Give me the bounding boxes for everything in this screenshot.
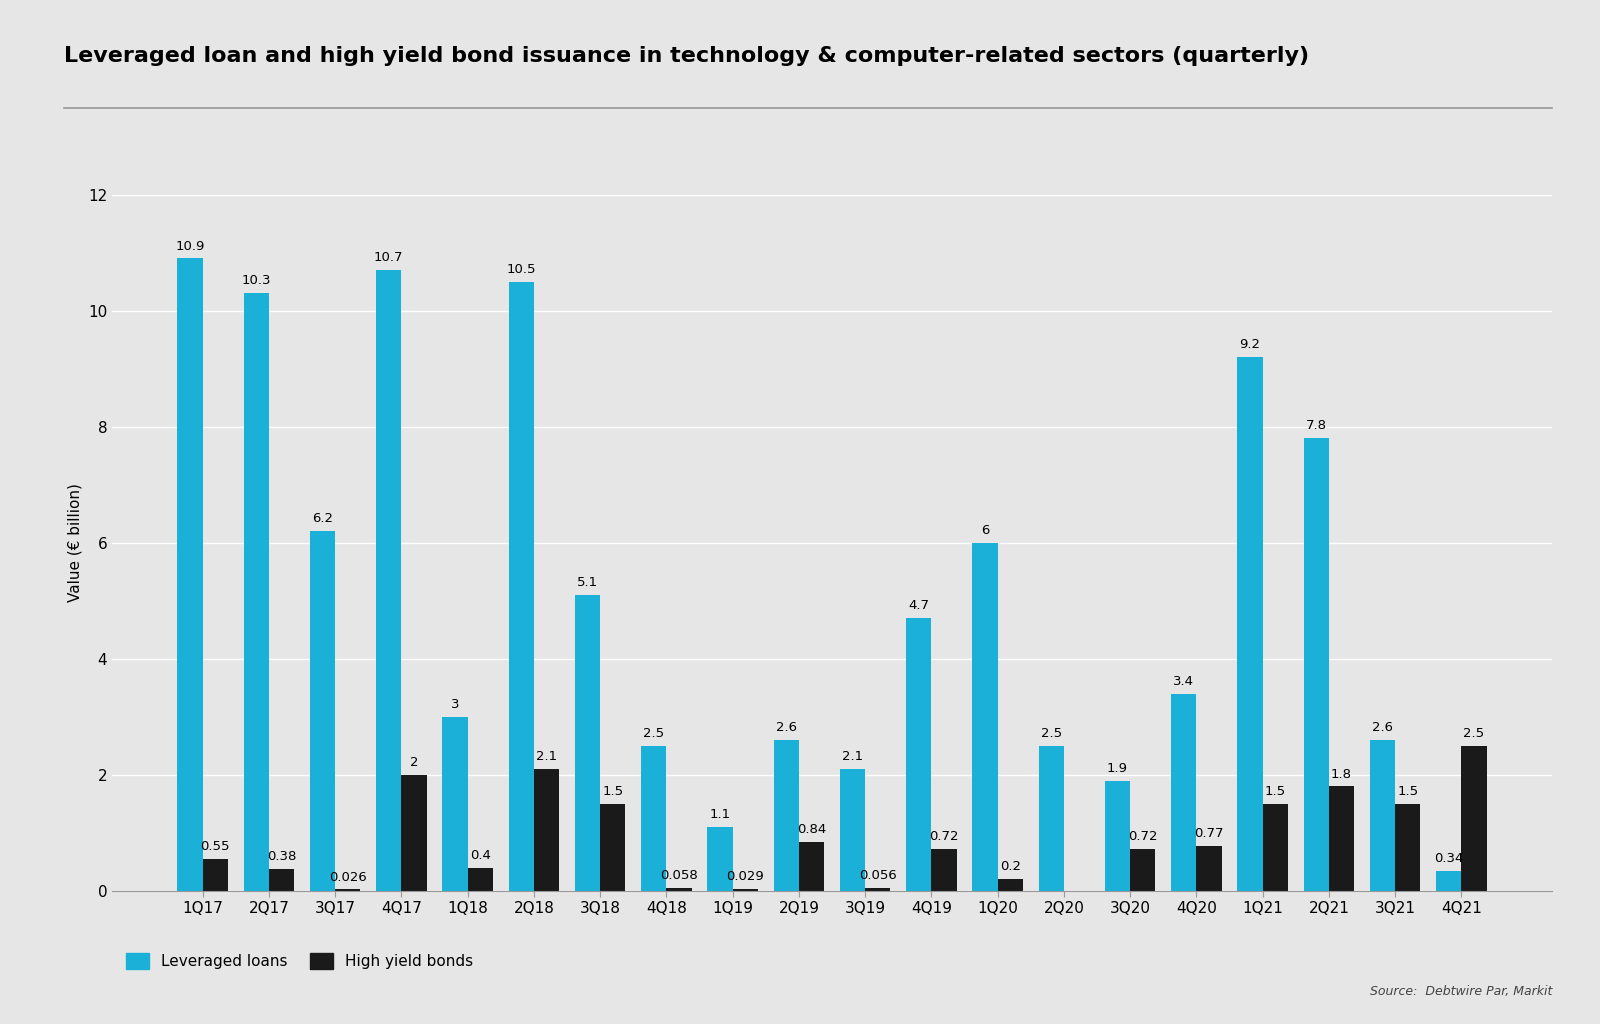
Bar <box>1197 846 1221 891</box>
Bar <box>203 859 227 891</box>
Text: 2.1: 2.1 <box>842 751 862 763</box>
Bar <box>798 842 824 891</box>
Bar <box>1171 693 1197 891</box>
Text: 0.056: 0.056 <box>859 868 896 882</box>
Text: 2.1: 2.1 <box>536 751 557 763</box>
Bar <box>1038 745 1064 891</box>
Text: 1.8: 1.8 <box>1331 768 1352 780</box>
Bar <box>334 890 360 891</box>
Text: 6: 6 <box>981 524 989 537</box>
Text: 9.2: 9.2 <box>1240 338 1261 351</box>
Text: 0.84: 0.84 <box>797 823 826 837</box>
Text: 0.72: 0.72 <box>1128 830 1157 844</box>
Bar <box>443 717 467 891</box>
Bar <box>1130 849 1155 891</box>
Bar <box>376 270 402 891</box>
Text: 7.8: 7.8 <box>1306 420 1326 432</box>
Text: 0.029: 0.029 <box>726 870 765 884</box>
Bar <box>774 740 798 891</box>
Y-axis label: Value (€ billion): Value (€ billion) <box>67 483 82 602</box>
Legend: Leveraged loans, High yield bonds: Leveraged loans, High yield bonds <box>120 947 480 976</box>
Text: 5.1: 5.1 <box>578 577 598 589</box>
Text: 6.2: 6.2 <box>312 512 333 525</box>
Text: 0.72: 0.72 <box>930 830 958 844</box>
Text: 2.5: 2.5 <box>1040 727 1062 740</box>
Bar <box>666 888 691 891</box>
Bar <box>310 531 334 891</box>
Bar <box>509 282 534 891</box>
Bar <box>402 775 427 891</box>
Bar <box>574 595 600 891</box>
Bar <box>1437 871 1461 891</box>
Text: 1.5: 1.5 <box>1397 785 1418 798</box>
Bar <box>1106 780 1130 891</box>
Text: 1.5: 1.5 <box>1264 785 1286 798</box>
Text: 0.34: 0.34 <box>1434 852 1464 865</box>
Text: 10.9: 10.9 <box>176 240 205 253</box>
Bar <box>1395 804 1421 891</box>
Bar <box>931 849 957 891</box>
Text: 2.6: 2.6 <box>776 721 797 734</box>
Bar <box>866 888 890 891</box>
Text: 3: 3 <box>451 698 459 711</box>
Text: 2.5: 2.5 <box>643 727 664 740</box>
Text: 10.7: 10.7 <box>374 251 403 264</box>
Text: 0.77: 0.77 <box>1194 827 1224 841</box>
Text: 2.5: 2.5 <box>1464 727 1485 740</box>
Text: 1.9: 1.9 <box>1107 762 1128 775</box>
Bar <box>1330 786 1354 891</box>
Bar <box>998 880 1022 891</box>
Bar <box>467 867 493 891</box>
Text: Leveraged loan and high yield bond issuance in technology & computer-related sec: Leveraged loan and high yield bond issua… <box>64 46 1309 67</box>
Text: 4.7: 4.7 <box>909 599 930 612</box>
Bar <box>178 258 203 891</box>
Bar <box>1304 438 1330 891</box>
Text: 2.6: 2.6 <box>1373 721 1394 734</box>
Text: 1.5: 1.5 <box>602 785 624 798</box>
Text: 0.2: 0.2 <box>1000 860 1021 873</box>
Text: Source:  Debtwire Par, Markit: Source: Debtwire Par, Markit <box>1370 985 1552 998</box>
Bar <box>707 827 733 891</box>
Text: 0.4: 0.4 <box>470 849 491 862</box>
Text: 3.4: 3.4 <box>1173 675 1194 688</box>
Bar <box>269 868 294 891</box>
Bar <box>1262 804 1288 891</box>
Bar <box>840 769 866 891</box>
Text: 0.38: 0.38 <box>267 850 296 863</box>
Bar <box>973 543 998 891</box>
Text: 2: 2 <box>410 756 418 769</box>
Bar <box>534 769 558 891</box>
Text: 0.026: 0.026 <box>330 870 366 884</box>
Bar <box>1461 745 1486 891</box>
Text: 0.058: 0.058 <box>661 868 698 882</box>
Bar <box>1370 740 1395 891</box>
Text: 0.55: 0.55 <box>200 840 230 853</box>
Text: 10.3: 10.3 <box>242 274 270 288</box>
Bar <box>906 618 931 891</box>
Bar <box>1237 357 1262 891</box>
Bar <box>733 889 758 891</box>
Bar <box>642 745 666 891</box>
Text: 10.5: 10.5 <box>507 263 536 275</box>
Bar <box>243 293 269 891</box>
Text: 1.1: 1.1 <box>709 808 731 821</box>
Bar <box>600 804 626 891</box>
